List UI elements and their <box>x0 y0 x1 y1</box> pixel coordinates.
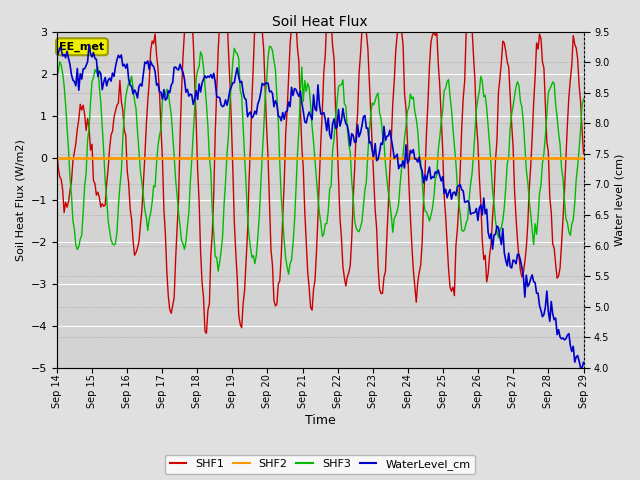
Y-axis label: Water level (cm): Water level (cm) <box>615 154 625 246</box>
Title: Soil Heat Flux: Soil Heat Flux <box>273 15 368 29</box>
Legend: SHF1, SHF2, SHF3, WaterLevel_cm: SHF1, SHF2, SHF3, WaterLevel_cm <box>165 455 475 474</box>
X-axis label: Time: Time <box>305 414 335 427</box>
Y-axis label: Soil Heat Flux (W/m2): Soil Heat Flux (W/m2) <box>15 139 25 261</box>
Text: EE_met: EE_met <box>60 42 104 52</box>
